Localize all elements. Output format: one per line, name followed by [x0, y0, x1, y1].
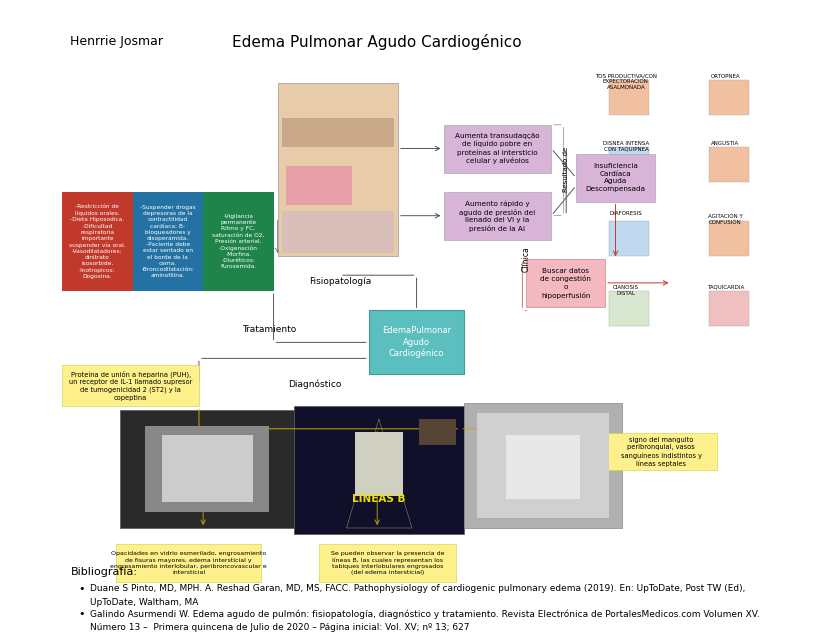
Text: AGITACIÓN Y
CONFUSIÓN: AGITACIÓN Y CONFUSIÓN	[707, 214, 742, 225]
Text: TOS PRODUCTIVA/CON
EXPECTORACION
ASALMONADA: TOS PRODUCTIVA/CON EXPECTORACION ASALMON…	[595, 74, 656, 90]
FancyBboxPatch shape	[286, 166, 352, 205]
Text: •: •	[79, 609, 85, 620]
Text: -Vigilancia
permanente
Ritmo y FC,
saturación de O2,
Presión arterial.
-Oxigenac: -Vigilancia permanente Ritmo y FC, satur…	[212, 214, 264, 269]
Text: Henrrie Josmar: Henrrie Josmar	[70, 35, 163, 48]
FancyBboxPatch shape	[443, 192, 551, 240]
Text: Insuficiencia
Cardíaca
Aguda
Descompensada: Insuficiencia Cardíaca Aguda Descompensa…	[585, 163, 645, 192]
FancyBboxPatch shape	[476, 413, 609, 518]
Text: -Suspender drogas
depresoras de la
contractilidad
cardíaca: B-
bloqueadores y
di: -Suspender drogas depresoras de la contr…	[140, 205, 195, 278]
Text: DIAFORESIS: DIAFORESIS	[609, 211, 642, 216]
Text: Fisiopatología: Fisiopatología	[308, 277, 371, 286]
FancyBboxPatch shape	[708, 291, 748, 326]
FancyBboxPatch shape	[368, 310, 464, 374]
Text: Resultado de: Resultado de	[562, 147, 569, 192]
Text: -Restricción de
líquidos orales.
-Dieta Hiposodica.
-Dificultad
respiratoria
imp: -Restricción de líquidos orales. -Dieta …	[69, 204, 126, 279]
FancyBboxPatch shape	[120, 410, 294, 528]
Text: Buscar datos
de congestión
o
hipoperfusión: Buscar datos de congestión o hipoperfusi…	[540, 268, 590, 299]
FancyBboxPatch shape	[132, 192, 203, 291]
FancyBboxPatch shape	[443, 125, 551, 173]
FancyBboxPatch shape	[277, 83, 397, 256]
FancyBboxPatch shape	[526, 259, 604, 307]
Text: Galindo Asurmendi W. Edema agudo de pulmón: fisiopatología, diagnóstico y tratam: Galindo Asurmendi W. Edema agudo de pulm…	[89, 609, 758, 619]
FancyBboxPatch shape	[609, 147, 648, 182]
Text: EdemaPulmonar
Agudo
Cardiogénico: EdemaPulmonar Agudo Cardiogénico	[382, 326, 450, 358]
FancyBboxPatch shape	[609, 291, 648, 326]
FancyBboxPatch shape	[708, 221, 748, 256]
Text: Proteína de unión a heparina (PUH),
un receptor de IL-1 llamado supresor
de tumo: Proteína de unión a heparina (PUH), un r…	[69, 371, 192, 401]
Text: •: •	[79, 584, 85, 594]
Text: DISNEA INTENSA
CON TAQUIPNEA: DISNEA INTENSA CON TAQUIPNEA	[602, 141, 648, 152]
Text: Clínica: Clínica	[522, 246, 530, 272]
Text: Tratamiento: Tratamiento	[242, 325, 296, 334]
FancyBboxPatch shape	[505, 435, 580, 499]
FancyBboxPatch shape	[464, 403, 621, 528]
FancyBboxPatch shape	[708, 147, 748, 182]
Text: CIANOSIS
DISTAL: CIANOSIS DISTAL	[612, 285, 638, 296]
FancyBboxPatch shape	[116, 544, 261, 582]
FancyBboxPatch shape	[62, 192, 132, 291]
FancyBboxPatch shape	[609, 80, 648, 115]
FancyBboxPatch shape	[282, 118, 393, 147]
FancyBboxPatch shape	[354, 432, 402, 496]
Text: TAQUICARDIA: TAQUICARDIA	[706, 285, 743, 290]
Text: Se pueden observar la presencia de
líneas B, las cuales representan los
tabiques: Se pueden observar la presencia de línea…	[330, 551, 444, 575]
Text: Aumento rápido y
agudo de presión del
llenado del VI y la
presión de la AI: Aumento rápido y agudo de presión del ll…	[459, 200, 535, 232]
Text: signo del manguito
peribronquial, vasos
sanguíneos indistintos y
líneas septales: signo del manguito peribronquial, vasos …	[620, 437, 700, 467]
FancyBboxPatch shape	[319, 544, 455, 582]
Text: Número 13 –  Primera quincena de Julio de 2020 – Página inicial: Vol. XV; nº 13;: Número 13 – Primera quincena de Julio de…	[89, 623, 469, 632]
Text: UpToDate, Waltham, MA: UpToDate, Waltham, MA	[89, 598, 198, 607]
Text: LÍNEAS B: LÍNEAS B	[352, 494, 405, 504]
FancyBboxPatch shape	[62, 365, 199, 406]
Text: ANGUSTIA: ANGUSTIA	[710, 141, 739, 146]
FancyBboxPatch shape	[161, 435, 253, 502]
Text: Duane S Pinto, MD, MPH. A. Reshad Garan, MD, MS, FACC. Pathophysiology of cardio: Duane S Pinto, MD, MPH. A. Reshad Garan,…	[89, 584, 744, 593]
FancyBboxPatch shape	[604, 433, 716, 470]
Text: ORTOPNEA: ORTOPNEA	[710, 74, 739, 79]
Text: Diagnóstico: Diagnóstico	[288, 380, 341, 388]
FancyBboxPatch shape	[418, 419, 455, 445]
FancyBboxPatch shape	[708, 80, 748, 115]
Text: Bibliografía:: Bibliografía:	[70, 566, 137, 577]
FancyBboxPatch shape	[282, 211, 393, 253]
FancyBboxPatch shape	[145, 426, 269, 512]
Text: Aumenta transudaqção
de líquido pobre en
proteínas al intersticio
celular y alvé: Aumenta transudaqção de líquido pobre en…	[455, 133, 539, 164]
FancyBboxPatch shape	[294, 406, 464, 534]
FancyBboxPatch shape	[203, 192, 273, 291]
Text: Opacidades en vidrio esmerilado, engrosamiento
de fisuras mayores, edema interst: Opacidades en vidrio esmerilado, engrosa…	[110, 552, 267, 575]
Text: Edema Pulmonar Agudo Cardiogénico: Edema Pulmonar Agudo Cardiogénico	[232, 33, 522, 49]
FancyBboxPatch shape	[609, 221, 648, 256]
FancyBboxPatch shape	[575, 154, 654, 202]
